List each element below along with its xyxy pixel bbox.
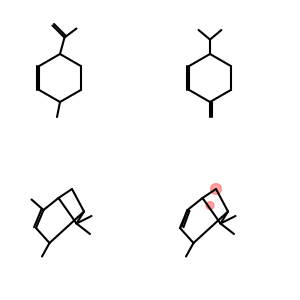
Circle shape (211, 184, 221, 194)
Circle shape (206, 202, 214, 209)
